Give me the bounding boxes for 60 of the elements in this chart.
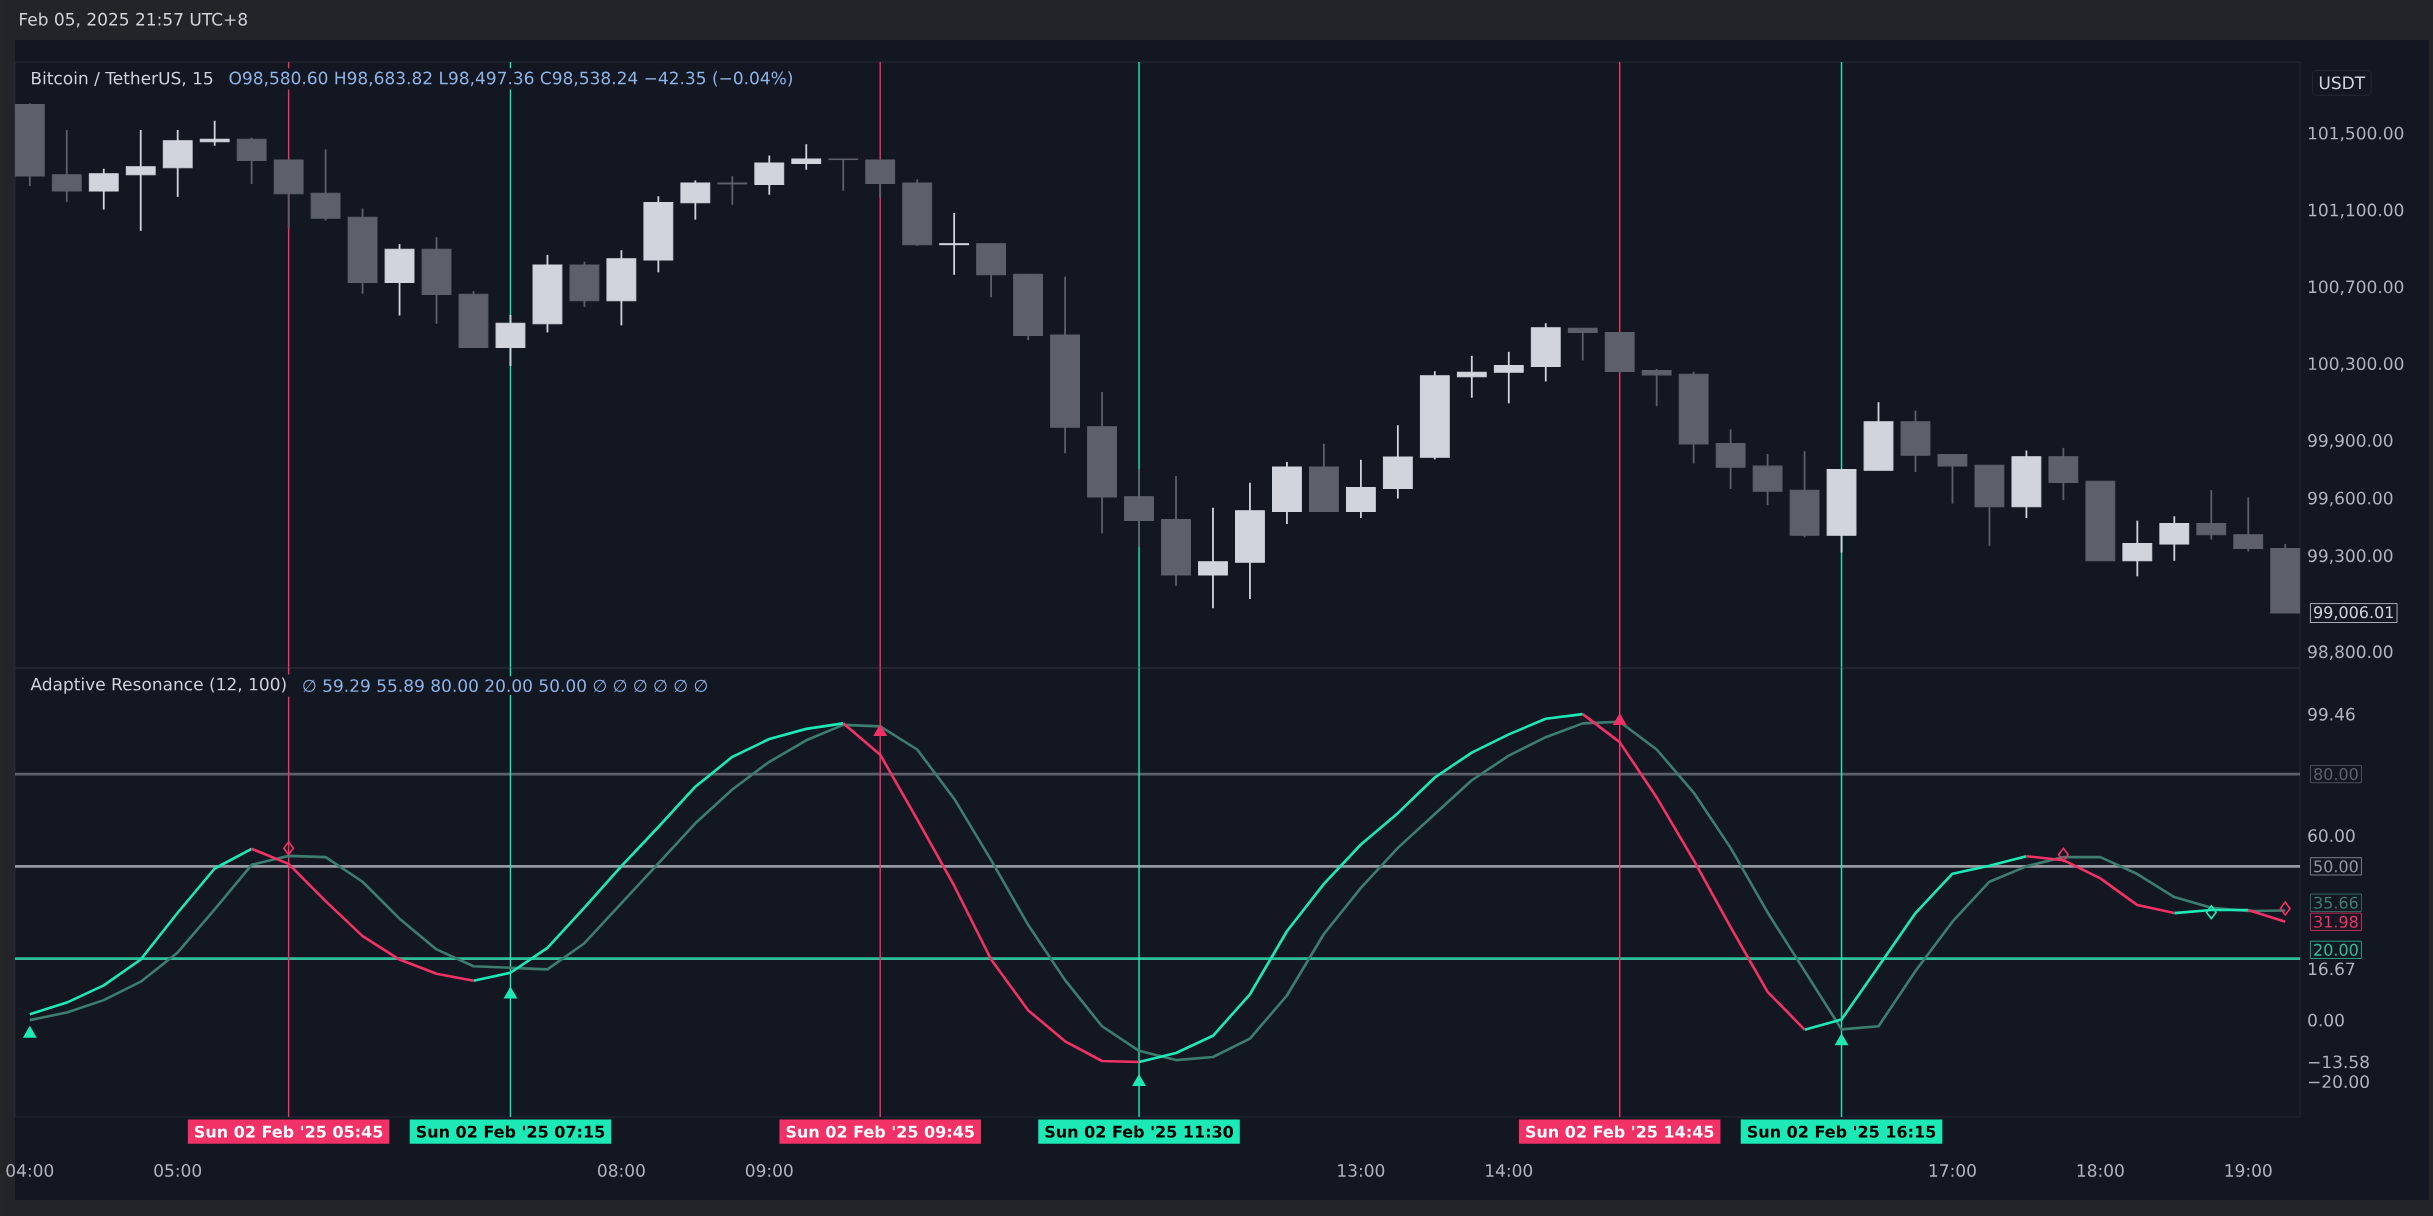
y-tick-label: 98,800.00 [2308, 645, 2393, 660]
point [1613, 713, 1627, 725]
y-tick-label: 0.00 [2308, 1013, 2344, 1027]
candlestick [1456, 354, 1487, 399]
point [1835, 1034, 1848, 1046]
ref-line-label: Sun 02 Feb '25 09:45 [786, 1125, 974, 1138]
point [2279, 901, 2291, 916]
y-tick-label: 101,100.00 [2308, 203, 2404, 219]
point [1132, 1074, 1146, 1086]
candlestick [828, 158, 859, 192]
y-tick-label: 99.46 [2308, 707, 2355, 721]
text: ∅ 59.29 55.89 80.00 20.00 50.00 ∅ ∅ ∅ ∅ ∅ ∅ [303, 679, 707, 693]
candlestick [1641, 368, 1672, 408]
y-tick-label: 99,900.00 [2308, 434, 2393, 449]
x-tick-label: 13:00 [1338, 1164, 1385, 1177]
annotation: 99,006.01 [2314, 606, 2393, 620]
x-tick-label: 14:00 [1486, 1164, 1533, 1177]
ref-line-label: Sun 02 Feb '25 16:15 [1747, 1125, 1936, 1138]
y-tick-label: 101,500.00 [2308, 126, 2404, 142]
y-tick-label: 60.00 [2308, 829, 2355, 843]
y-tick-label: 16.67 [2308, 962, 2355, 976]
ref-line-label: Sun 02 Feb '25 14:45 [1526, 1125, 1714, 1138]
text: Adaptive Resonance (12, 100) [30, 677, 286, 694]
data-label: 31.98 [2314, 915, 2358, 928]
x-tick-label: 18:00 [2077, 1164, 2124, 1177]
x-tick-label: 19:00 [2225, 1164, 2272, 1177]
point [283, 841, 295, 856]
point [2205, 904, 2217, 920]
candlestick [939, 212, 970, 276]
y-axis-title: USDT [2319, 76, 2366, 90]
x-tick-label: 17:00 [1929, 1164, 1976, 1177]
candlestick [717, 175, 748, 206]
y-tick-label: −20.00 [2308, 1075, 2369, 1089]
point [504, 987, 517, 999]
candlestick [1493, 350, 1524, 405]
point [2057, 847, 2069, 862]
y-tick-label: −13.58 [2308, 1055, 2369, 1069]
point [873, 724, 887, 736]
candlestick [791, 143, 822, 171]
ref-line-label: Sun 02 Feb '25 05:45 [195, 1125, 383, 1138]
ref-line-label: Sun 02 Feb '25 07:15 [416, 1125, 605, 1138]
point [23, 1026, 37, 1038]
data-label: 35.66 [2314, 896, 2358, 909]
ref-line-label: 20.00 [2314, 943, 2358, 956]
candlestick [1567, 327, 1598, 362]
chart-subtitle: O98,580.60 H98,683.82 L98,497.36 C98,538.24 −42.35 (−0.04%) [229, 71, 792, 87]
y-tick-label: 100,300.00 [2308, 357, 2404, 372]
ref-line-label: 50.00 [2314, 860, 2358, 873]
y-tick-label: 99,600.00 [2308, 491, 2393, 507]
ref-line-label: 80.00 [2314, 768, 2358, 781]
y-tick-label: 99,300.00 [2308, 549, 2393, 564]
y-tick-label: 100,700.00 [2308, 280, 2404, 295]
x-tick-label: 05:00 [154, 1164, 202, 1177]
x-tick-label: 04:00 [6, 1164, 54, 1177]
x-tick-label: 09:00 [745, 1164, 793, 1177]
text: Feb 05, 2025 21:57 UTC+8 [20, 12, 247, 28]
chart-title: Bitcoin / TetherUS, 15 [32, 71, 213, 87]
candlestick [125, 129, 156, 232]
ref-line-label: Sun 02 Feb '25 11:30 [1045, 1125, 1234, 1138]
x-tick-label: 08:00 [598, 1164, 645, 1177]
